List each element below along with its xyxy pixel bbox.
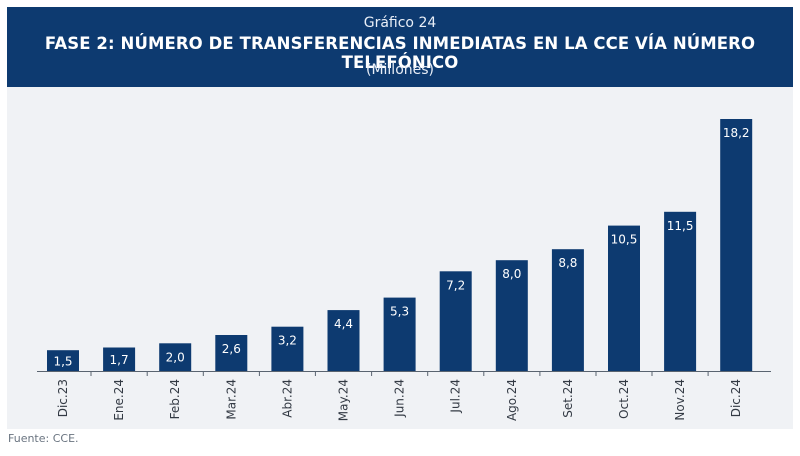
x-tick-label-Ene.24: Ene.24 [112,379,126,421]
bar-Set.24 [551,249,584,371]
x-tick-label-Feb.24: Feb.24 [168,379,182,419]
data-label-Oct.24: 10,5 [611,233,638,247]
x-tick-label-Abr.24: Abr.24 [280,379,294,418]
x-tick-label-Dic.24: Dic.24 [729,379,743,417]
chart-header: Gráfico 24 FASE 2: NÚMERO DE TRANSFERENC… [7,7,793,87]
bar-Jul.24 [439,271,472,371]
data-label-Dic.24: 18,2 [723,126,750,140]
data-label-Feb.24: 2,0 [166,350,185,364]
data-label-Ene.24: 1,7 [110,353,129,367]
chart-subtitle: (Millones) [365,62,435,78]
bar-May.24 [327,310,360,371]
bar-Mar.24 [215,335,248,371]
x-tick-label-Oct.24: Oct.24 [617,379,631,419]
x-tick-label-Ago.24: Ago.24 [505,379,519,421]
data-label-Jul.24: 7,2 [446,278,465,292]
chart-title: FASE 2: NÚMERO DE TRANSFERENCIAS INMEDIA… [44,34,756,72]
chart-kicker: Gráfico 24 [363,15,437,31]
bar-Jun.24 [383,297,416,371]
bar-Abr.24 [271,326,304,371]
x-tick-label-Dic.23: Dic.23 [56,379,70,417]
bar-Ene.24 [103,347,136,371]
bar-Ago.24 [495,260,528,371]
bar-Oct.24 [608,225,640,371]
data-label-Mar.24: 2,6 [222,342,241,356]
data-label-Jun.24: 5,3 [390,305,409,319]
source-note: Fuente: CCE. [8,432,79,445]
x-tick-label-Jun.24: Jun.24 [393,379,407,418]
bar-Dic.23 [47,350,79,371]
data-label-Set.24: 8,8 [558,256,577,270]
x-tick-label-May.24: May.24 [337,379,351,421]
data-label-Dic.23: 1,5 [53,355,72,369]
x-tick-label-Nov.24: Nov.24 [673,379,687,421]
bar-Dic.24 [720,119,753,371]
data-label-Abr.24: 3,2 [278,334,297,348]
x-tick-label-Set.24: Set.24 [561,379,575,418]
x-tick-label-Jul.24: Jul.24 [449,379,463,414]
x-tick-label-Mar.24: Mar.24 [224,379,238,420]
bar-Feb.24 [159,343,192,371]
data-label-Nov.24: 11,5 [667,219,694,233]
bar-Nov.24 [664,211,697,371]
data-label-Ago.24: 8,0 [502,267,521,281]
data-label-May.24: 4,4 [334,317,353,331]
